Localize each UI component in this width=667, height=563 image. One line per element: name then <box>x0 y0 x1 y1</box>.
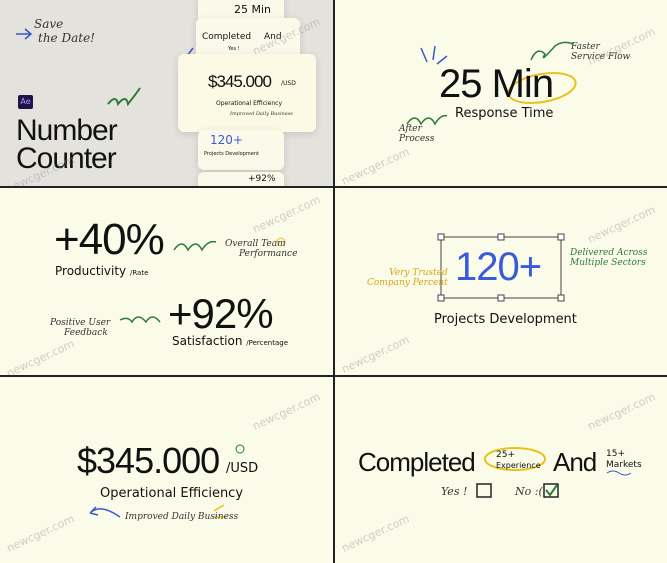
card-text: 25 Min <box>234 3 272 16</box>
experience-value: 25+ <box>496 450 515 460</box>
badge: Save the Date! <box>34 17 95 46</box>
projects-panel: 120+ Projects Development Very Trusted Co… <box>335 188 667 375</box>
productivity-panel: +40% Productivity /Rate Overall Team Perf… <box>0 188 333 375</box>
note: Positive User Feedback <box>50 318 110 339</box>
label: Projects Development <box>434 312 577 327</box>
value: 120+ <box>455 245 542 289</box>
word: Completed <box>358 447 476 477</box>
card-text: Projects Development <box>204 151 259 157</box>
word: And <box>553 447 597 477</box>
unit: /Rate <box>129 269 149 277</box>
unit: /Percentage <box>246 339 289 347</box>
note-line: Overall Team <box>225 239 286 249</box>
badge-line: the Date! <box>38 30 95 45</box>
note: Very Trusted Company Percent <box>367 268 448 289</box>
card-text: And <box>264 32 282 42</box>
card: 120+ Projects Development <box>198 130 284 170</box>
note-line: Service Flow <box>571 52 631 63</box>
option: Yes ! <box>441 485 468 498</box>
card-text: /USD <box>281 80 296 87</box>
note-line: Feedback <box>64 328 108 339</box>
card-text: 120+ <box>210 133 243 147</box>
option: No :( <box>515 485 543 498</box>
experience-label: Experience <box>496 461 541 470</box>
card-text: $345.000 <box>208 72 272 91</box>
value: +40% <box>54 215 165 264</box>
note-line: Multiple Sectors <box>570 258 646 269</box>
label: Operational Efficiency <box>100 486 244 501</box>
note: After Process <box>399 124 434 145</box>
completed-panel: Completed 25+ Experience And 15+ Markets… <box>335 377 667 563</box>
value: 25 Min <box>439 62 554 106</box>
label-text: Productivity <box>55 264 127 278</box>
note: Overall Team Performance <box>225 239 297 260</box>
note-line: Process <box>399 134 435 145</box>
decor <box>406 41 577 126</box>
note-line: Performance <box>239 249 298 260</box>
response-panel: 25 Min Response Time Faster Service Flow … <box>335 0 667 186</box>
card: Completed And Yes ! <box>196 18 300 60</box>
intro-panel: Save the Date! Ae Number Counter 25 Min C… <box>0 0 333 186</box>
card-text: Operational Efficiency <box>216 100 283 107</box>
card-text: Yes ! <box>228 46 240 52</box>
note-line: Delivered Across <box>570 248 648 258</box>
markets-label: Markets <box>606 460 642 470</box>
card-text: Completed <box>202 32 252 42</box>
note-line: After <box>399 124 422 134</box>
title: Counter <box>16 142 117 175</box>
markets-value: 15+ <box>606 449 625 459</box>
value: +92% <box>168 290 274 337</box>
decor <box>476 447 632 498</box>
app-icon: Ae <box>18 95 33 109</box>
unit: /USD <box>226 461 259 476</box>
note-line: Positive User <box>50 318 111 328</box>
decor <box>437 233 565 302</box>
revenue-panel: $345.000 /USD Operational Efficiency Imp… <box>0 377 333 563</box>
label-text: Satisfaction <box>172 334 243 348</box>
note-line: Very Trusted <box>389 268 448 278</box>
label: Response Time <box>455 106 554 121</box>
note: Faster Service Flow <box>571 42 630 63</box>
card-text: +92% <box>248 174 276 184</box>
decor <box>119 237 286 324</box>
title: Number <box>16 114 118 147</box>
note-line: Company Percent <box>367 278 448 289</box>
label: Productivity /Rate <box>55 265 148 277</box>
note: Improved Daily Business <box>125 512 239 522</box>
card: $345.000/USD Operational Efficiency Improv… <box>178 54 316 132</box>
note: Delivered Across Multiple Sectors <box>570 248 647 269</box>
value: $345.000 <box>77 440 220 481</box>
label: Satisfaction /Percentage <box>172 335 288 347</box>
card: +92% <box>198 172 284 186</box>
badge-line: Save <box>34 17 64 31</box>
card-text: Improved Daily Business <box>230 111 293 117</box>
decor <box>89 444 245 518</box>
note-line: Faster <box>571 42 600 52</box>
